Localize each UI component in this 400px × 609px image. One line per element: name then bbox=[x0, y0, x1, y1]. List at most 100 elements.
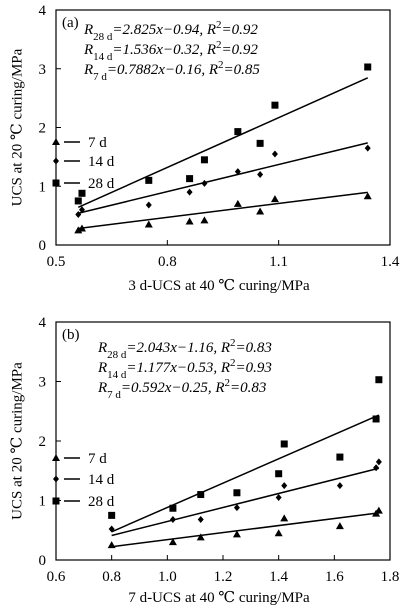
fit-equation: R14 d=1.177x−0.53, R2=0.93 bbox=[97, 357, 272, 381]
x-tick-label: 1.2 bbox=[214, 569, 233, 585]
data-point bbox=[144, 220, 153, 228]
data-point bbox=[233, 504, 240, 512]
legend-entry: 14 d bbox=[53, 154, 115, 170]
fit-equation: R28 d=2.043x−1.16, R2=0.83 bbox=[97, 337, 272, 361]
y-tick-label: 4 bbox=[39, 315, 47, 331]
equation-superscript: 2 bbox=[218, 59, 224, 71]
legend-marker bbox=[53, 475, 59, 483]
legend-label: 28 d bbox=[88, 176, 115, 192]
equation-subscript: 14 d bbox=[107, 369, 127, 381]
data-point bbox=[364, 63, 372, 71]
equation-superscript: 2 bbox=[230, 337, 236, 349]
data-point bbox=[270, 195, 279, 203]
data-point bbox=[375, 458, 382, 466]
equation-superscript: 2 bbox=[230, 357, 236, 369]
x-tick-label: 0.6 bbox=[47, 569, 66, 585]
data-point bbox=[274, 529, 283, 537]
panel-label: (a) bbox=[62, 15, 79, 31]
fit-line bbox=[77, 77, 369, 208]
series-28d bbox=[74, 63, 372, 208]
y-tick-label: 2 bbox=[39, 434, 47, 450]
equation-body: =0.592x−0.25, R bbox=[121, 380, 225, 396]
fit-line bbox=[111, 467, 380, 537]
legend-entry: 28 d bbox=[52, 494, 115, 510]
data-point bbox=[271, 101, 279, 109]
data-point bbox=[234, 168, 241, 176]
data-point bbox=[374, 506, 383, 514]
x-tick-label: 0.5 bbox=[47, 254, 66, 270]
data-point bbox=[107, 541, 116, 549]
equation-body: =0.7882x−0.16, R bbox=[107, 62, 218, 78]
equation-body: =2.825x−0.94, R bbox=[112, 22, 216, 38]
equation-lhs: R bbox=[97, 360, 107, 376]
x-tick-label: 1.1 bbox=[269, 254, 288, 270]
data-point bbox=[78, 189, 86, 197]
equation-tail: =0.92 bbox=[222, 42, 259, 58]
data-point bbox=[373, 464, 380, 472]
data-point bbox=[186, 175, 194, 183]
legend-entry: 7 d bbox=[52, 135, 107, 151]
x-tick-label: 1.0 bbox=[158, 569, 177, 585]
fit-line bbox=[78, 191, 368, 230]
series-7d bbox=[107, 506, 383, 549]
y-tick-label: 1 bbox=[39, 494, 47, 510]
x-tick-label: 1.8 bbox=[381, 569, 400, 585]
data-point bbox=[145, 176, 153, 184]
data-point bbox=[185, 217, 194, 225]
legend-label: 7 d bbox=[88, 135, 107, 151]
equation-lhs: R bbox=[83, 62, 93, 78]
data-point bbox=[275, 470, 283, 478]
equation-subscript: 14 d bbox=[93, 51, 113, 63]
data-point bbox=[271, 150, 278, 158]
equation-body: =2.043x−1.16, R bbox=[126, 340, 230, 356]
y-tick-label: 2 bbox=[39, 121, 47, 137]
series-14d bbox=[75, 142, 371, 218]
data-point bbox=[186, 188, 193, 196]
equation-body: =1.177x−0.53, R bbox=[126, 360, 230, 376]
data-point bbox=[233, 199, 242, 207]
y-axis-title: UCS at 20 ℃ curing/MPa bbox=[9, 362, 25, 520]
series-7d bbox=[74, 191, 372, 234]
equation-tail: =0.83 bbox=[230, 380, 266, 396]
y-tick-label: 0 bbox=[39, 553, 47, 569]
data-point bbox=[200, 216, 209, 224]
equation-lhs: R bbox=[97, 340, 107, 356]
fit-equation: R28 d=2.825x−0.94, R2=0.92 bbox=[83, 19, 258, 43]
x-axis-title: 7 d-UCS at 40 ℃ curing/MPa bbox=[128, 590, 310, 606]
data-point bbox=[234, 128, 242, 136]
legend-marker bbox=[52, 138, 60, 145]
legend-label: 28 d bbox=[88, 494, 115, 510]
data-point bbox=[363, 192, 372, 200]
y-tick-label: 1 bbox=[39, 179, 47, 195]
x-tick-label: 1.6 bbox=[325, 569, 344, 585]
y-tick-label: 0 bbox=[39, 238, 47, 254]
x-tick-label: 0.8 bbox=[158, 254, 177, 270]
equation-superscript: 2 bbox=[216, 39, 222, 51]
legend-marker bbox=[52, 179, 60, 187]
legend-marker bbox=[53, 157, 59, 165]
data-point bbox=[74, 226, 83, 234]
y-axis-title: UCS at 20 ℃ curing/MPa bbox=[9, 48, 25, 206]
data-point bbox=[257, 171, 264, 178]
data-point bbox=[197, 516, 204, 524]
data-point bbox=[232, 530, 241, 538]
data-point bbox=[196, 533, 205, 541]
data-point bbox=[200, 156, 208, 164]
chart-panel-a: 0.5 0.8 1.1 1.4 0 1 2 3 4 3 d-UCS at 40 ℃ curing/… bbox=[9, 3, 399, 294]
fit-line bbox=[78, 142, 368, 214]
data-point bbox=[372, 415, 380, 423]
fit-equation: R14 d=1.536x−0.32, R2=0.92 bbox=[83, 39, 258, 63]
equation-subscript: 7 d bbox=[93, 71, 107, 83]
legend-label: 7 d bbox=[88, 451, 107, 467]
y-tick-label: 4 bbox=[39, 3, 47, 19]
equation-subscript: 28 d bbox=[93, 31, 113, 43]
equation-body: =1.536x−0.32, R bbox=[112, 42, 216, 58]
y-tick-label: 3 bbox=[39, 375, 47, 391]
series-14d bbox=[108, 458, 382, 537]
data-point bbox=[364, 144, 371, 152]
equation-subscript: 7 d bbox=[107, 389, 121, 401]
chart-panel-b: 0.6 0.8 1.0 1.2 1.4 1.6 1.8 0 1 2 3 4 7 d-UCS at 40 … bbox=[9, 315, 399, 606]
equation-lhs: R bbox=[97, 380, 107, 396]
data-point bbox=[256, 207, 265, 215]
